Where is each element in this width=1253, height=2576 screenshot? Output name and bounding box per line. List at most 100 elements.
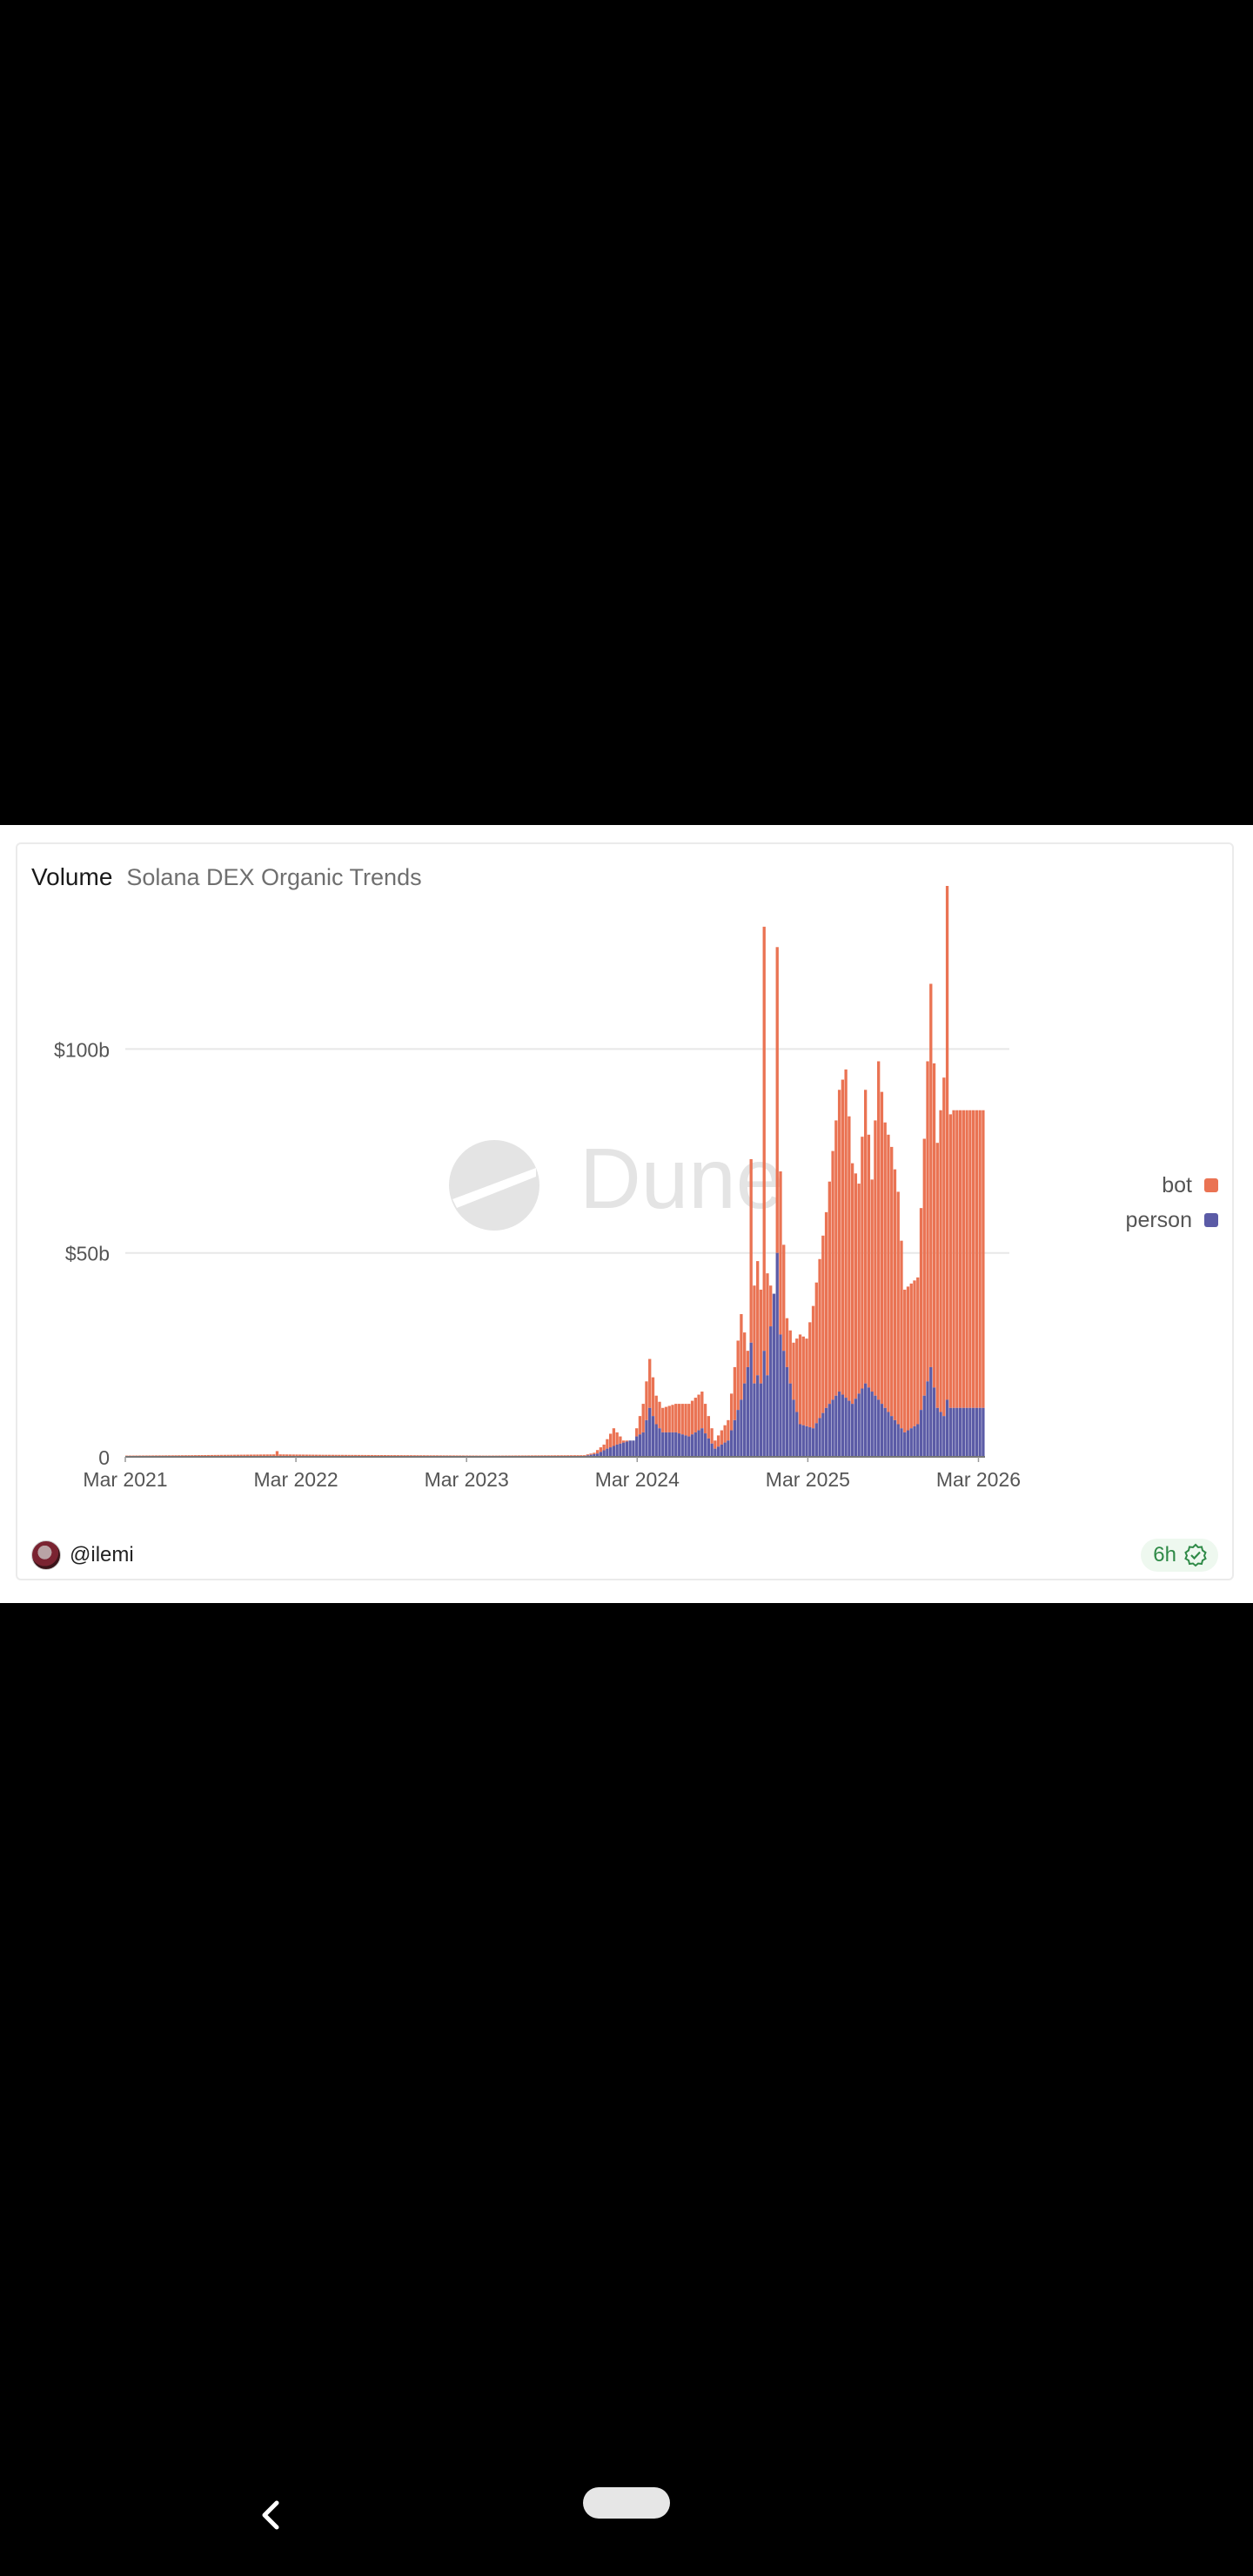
bar-bot: [210, 1454, 213, 1457]
bar-series: [125, 886, 985, 1458]
bar-bot: [582, 1455, 586, 1457]
bar-bot: [219, 1454, 224, 1457]
bar-bot: [962, 1110, 966, 1408]
bar-person: [723, 1442, 727, 1457]
bar-bot: [854, 1173, 858, 1399]
bar-bot: [380, 1454, 384, 1457]
bar-bot: [425, 1455, 429, 1457]
bar-person: [982, 1407, 985, 1457]
bar-bot: [922, 1138, 926, 1396]
bar-bot: [573, 1455, 576, 1457]
home-pill[interactable]: [583, 2487, 670, 2519]
bar-bot: [386, 1455, 390, 1457]
bar-person: [948, 1407, 952, 1457]
bar-person: [939, 1412, 942, 1457]
bar-bot: [157, 1455, 161, 1457]
bar-person: [638, 1434, 642, 1457]
bar-bot: [674, 1404, 678, 1432]
bar-person: [753, 1383, 756, 1457]
bar-bot: [550, 1455, 553, 1457]
bar-person: [667, 1432, 671, 1457]
bar-bot: [834, 1120, 838, 1396]
dashboard-title[interactable]: Solana DEX Organic Trends: [126, 864, 422, 890]
bar-bot: [282, 1454, 285, 1457]
bar-person: [641, 1432, 645, 1457]
bar-bot: [180, 1455, 184, 1457]
bar-person: [710, 1443, 714, 1457]
bar-bot: [942, 1077, 946, 1417]
bar-bot: [615, 1432, 619, 1445]
bar-bot: [580, 1455, 583, 1457]
bar-person: [896, 1424, 900, 1457]
bar-bot: [661, 1407, 665, 1432]
bar-bot: [782, 1244, 786, 1352]
watermark-text: Dune: [580, 1130, 783, 1226]
bar-bot: [327, 1454, 332, 1457]
bar-bot: [318, 1454, 321, 1457]
bar-bot: [687, 1404, 691, 1437]
bar-person: [746, 1366, 750, 1457]
bar-person: [628, 1440, 632, 1457]
bar-person: [857, 1393, 861, 1457]
bar-bot: [442, 1455, 446, 1457]
bar-bot: [236, 1454, 240, 1457]
bar-bot: [366, 1454, 371, 1457]
bar-person: [801, 1425, 805, 1457]
bar-person: [635, 1436, 639, 1457]
bar-person: [903, 1432, 907, 1457]
bar-bot: [399, 1455, 403, 1457]
bar-bot: [716, 1435, 720, 1447]
bar-bot: [690, 1400, 694, 1435]
bar-bot: [351, 1454, 354, 1457]
bar-person: [743, 1383, 747, 1457]
bar-person: [808, 1427, 812, 1457]
bar-bot: [178, 1455, 181, 1457]
y-tick-label: 0: [98, 1446, 110, 1469]
bar-bot: [844, 1069, 848, 1399]
bar-bot: [171, 1455, 174, 1457]
bar-bot: [465, 1455, 468, 1457]
bar-person: [880, 1404, 884, 1457]
bar-bot: [187, 1455, 191, 1457]
bar-bot: [916, 1277, 920, 1425]
bar-person: [942, 1416, 946, 1457]
bar-bot: [390, 1455, 393, 1457]
bar-bot: [684, 1404, 687, 1436]
legend-item-person[interactable]: person: [1126, 1203, 1218, 1238]
freshness-badge[interactable]: 6h: [1141, 1539, 1218, 1572]
bar-bot: [756, 1261, 760, 1376]
bar-bot: [893, 1169, 897, 1420]
legend-swatch-bot: [1204, 1178, 1218, 1192]
bar-bot: [727, 1419, 730, 1441]
bar-bot: [593, 1452, 596, 1454]
bar-person: [795, 1412, 799, 1457]
bar-bot: [808, 1322, 812, 1428]
back-chevron-icon[interactable]: [252, 2496, 291, 2534]
bar-bot: [896, 1191, 900, 1425]
bar-person: [785, 1366, 789, 1457]
bar-person: [798, 1424, 802, 1457]
freshness-text: 6h: [1153, 1543, 1176, 1566]
author-link[interactable]: @ilemi: [31, 1540, 134, 1570]
bar-bot: [474, 1455, 479, 1457]
bar-bot: [769, 1285, 773, 1327]
bar-bot: [161, 1455, 164, 1457]
bar-person: [854, 1399, 858, 1457]
bar-person: [909, 1428, 913, 1457]
bar-bot: [243, 1454, 246, 1457]
bar-bot: [517, 1455, 521, 1457]
chart-title[interactable]: Volume: [31, 863, 113, 890]
bar-person: [674, 1432, 678, 1457]
bar-bot: [164, 1455, 168, 1457]
bar-bot: [259, 1454, 263, 1457]
bar-person: [694, 1432, 697, 1457]
legend-label-bot: bot: [1162, 1172, 1192, 1197]
bar-person: [913, 1426, 916, 1457]
legend-item-bot[interactable]: bot: [1126, 1168, 1218, 1203]
bar-bot: [887, 1134, 890, 1412]
bar-bot: [818, 1258, 821, 1419]
bar-bot: [861, 1137, 864, 1389]
bar-bot: [779, 1171, 782, 1335]
bar-person: [952, 1407, 955, 1457]
bar-bot: [419, 1455, 423, 1457]
